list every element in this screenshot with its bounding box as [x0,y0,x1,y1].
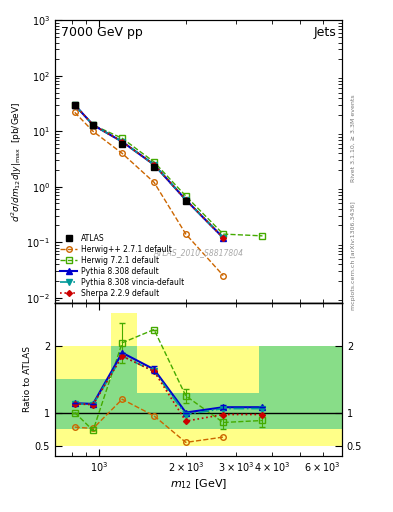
Y-axis label: $d^2\sigma/dm_{12}d|y|_{\rm max}$  [pb/GeV]: $d^2\sigma/dm_{12}d|y|_{\rm max}$ [pb/Ge… [9,101,24,222]
Bar [137,393,259,429]
Bar [111,313,137,446]
Text: Rivet 3.1.10, ≥ 3.3M events: Rivet 3.1.10, ≥ 3.3M events [351,94,356,182]
Bar [55,346,86,446]
Bar [111,346,137,429]
Y-axis label: Ratio to ATLAS: Ratio to ATLAS [23,346,32,412]
Text: Jets: Jets [314,26,336,39]
Bar [55,379,86,429]
Bar [259,346,342,446]
X-axis label: $m_{12}$ [GeV]: $m_{12}$ [GeV] [170,477,227,491]
Bar [86,379,111,429]
Bar [137,346,259,446]
Text: mcplots.cern.ch [arXiv:1306.3436]: mcplots.cern.ch [arXiv:1306.3436] [351,202,356,310]
Legend: ATLAS, Herwig++ 2.7.1 default, Herwig 7.2.1 default, Pythia 8.308 default, Pythi: ATLAS, Herwig++ 2.7.1 default, Herwig 7.… [59,232,186,299]
Bar [259,346,342,429]
Text: ATLAS_2010_S8817804: ATLAS_2010_S8817804 [153,248,244,257]
Bar [86,346,111,446]
Text: 7000 GeV pp: 7000 GeV pp [61,26,143,39]
